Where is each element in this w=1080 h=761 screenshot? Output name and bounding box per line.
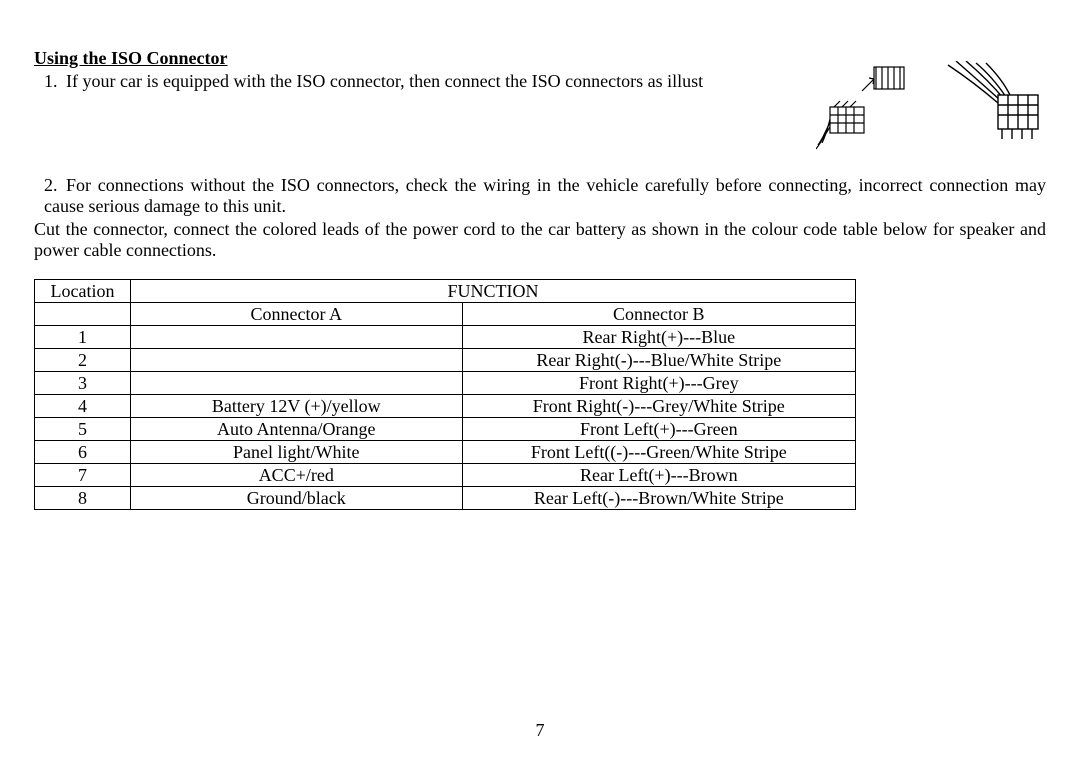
cell-conn-a: Auto Antenna/Orange — [130, 418, 462, 441]
connector-wires-figure — [946, 61, 1046, 151]
cell-conn-b: Front Right(-)---Grey/White Stripe — [462, 395, 855, 418]
header-connector-a: Connector A — [130, 303, 462, 326]
cell-conn-b: Rear Left(+)---Brown — [462, 464, 855, 487]
cell-loc: 1 — [35, 326, 131, 349]
list-item-1-text: If your car is equipped with the ISO con… — [66, 71, 703, 91]
table-row: 1 Rear Right(+)---Blue — [35, 326, 856, 349]
header-blank — [35, 303, 131, 326]
list-number-1: 1. — [44, 71, 66, 92]
cell-loc: 7 — [35, 464, 131, 487]
page-number: 7 — [0, 720, 1080, 741]
connector-mating-figure — [816, 61, 916, 151]
figure-row — [816, 61, 1046, 151]
cell-conn-a — [130, 372, 462, 395]
wiring-table: Location FUNCTION Connector A Connector … — [34, 279, 856, 510]
table-row: 6 Panel light/White Front Left((-)---Gre… — [35, 441, 856, 464]
list-item-1: 1.If your car is equipped with the ISO c… — [34, 71, 808, 92]
cell-loc: 8 — [35, 487, 131, 510]
list-item-2: 2.For connections without the ISO connec… — [34, 175, 1046, 217]
header-connector-b: Connector B — [462, 303, 855, 326]
table-header-row-2: Connector A Connector B — [35, 303, 856, 326]
cell-conn-b: Rear Right(-)---Blue/White Stripe — [462, 349, 855, 372]
table-row: 7 ACC+/red Rear Left(+)---Brown — [35, 464, 856, 487]
table-row: 8 Ground/black Rear Left(-)---Brown/Whit… — [35, 487, 856, 510]
cell-conn-a: Ground/black — [130, 487, 462, 510]
list-item-2-text: For connections without the ISO connecto… — [44, 175, 1046, 216]
header-location: Location — [35, 280, 131, 303]
cell-conn-b: Rear Right(+)---Blue — [462, 326, 855, 349]
cell-conn-b: Front Right(+)---Grey — [462, 372, 855, 395]
cell-conn-b: Rear Left(-)---Brown/White Stripe — [462, 487, 855, 510]
cell-conn-a: ACC+/red — [130, 464, 462, 487]
cell-loc: 6 — [35, 441, 131, 464]
cell-loc: 3 — [35, 372, 131, 395]
cell-loc: 4 — [35, 395, 131, 418]
table-row: 2 Rear Right(-)---Blue/White Stripe — [35, 349, 856, 372]
cell-conn-a: Battery 12V (+)/yellow — [130, 395, 462, 418]
paragraph-cut-connector: Cut the connector, connect the colored l… — [34, 219, 1046, 261]
cell-loc: 5 — [35, 418, 131, 441]
table-row: 5 Auto Antenna/Orange Front Left(+)---Gr… — [35, 418, 856, 441]
cell-conn-a: Panel light/White — [130, 441, 462, 464]
cell-conn-b: Front Left(+)---Green — [462, 418, 855, 441]
table-row: 4 Battery 12V (+)/yellow Front Right(-)-… — [35, 395, 856, 418]
cell-conn-a — [130, 349, 462, 372]
cell-conn-b: Front Left((-)---Green/White Stripe — [462, 441, 855, 464]
header-function: FUNCTION — [130, 280, 855, 303]
table-row: 3 Front Right(+)---Grey — [35, 372, 856, 395]
table-header-row-1: Location FUNCTION — [35, 280, 856, 303]
cell-loc: 2 — [35, 349, 131, 372]
list-number-2: 2. — [44, 175, 66, 196]
list-item-1-row: 1.If your car is equipped with the ISO c… — [34, 71, 1046, 151]
cell-conn-a — [130, 326, 462, 349]
